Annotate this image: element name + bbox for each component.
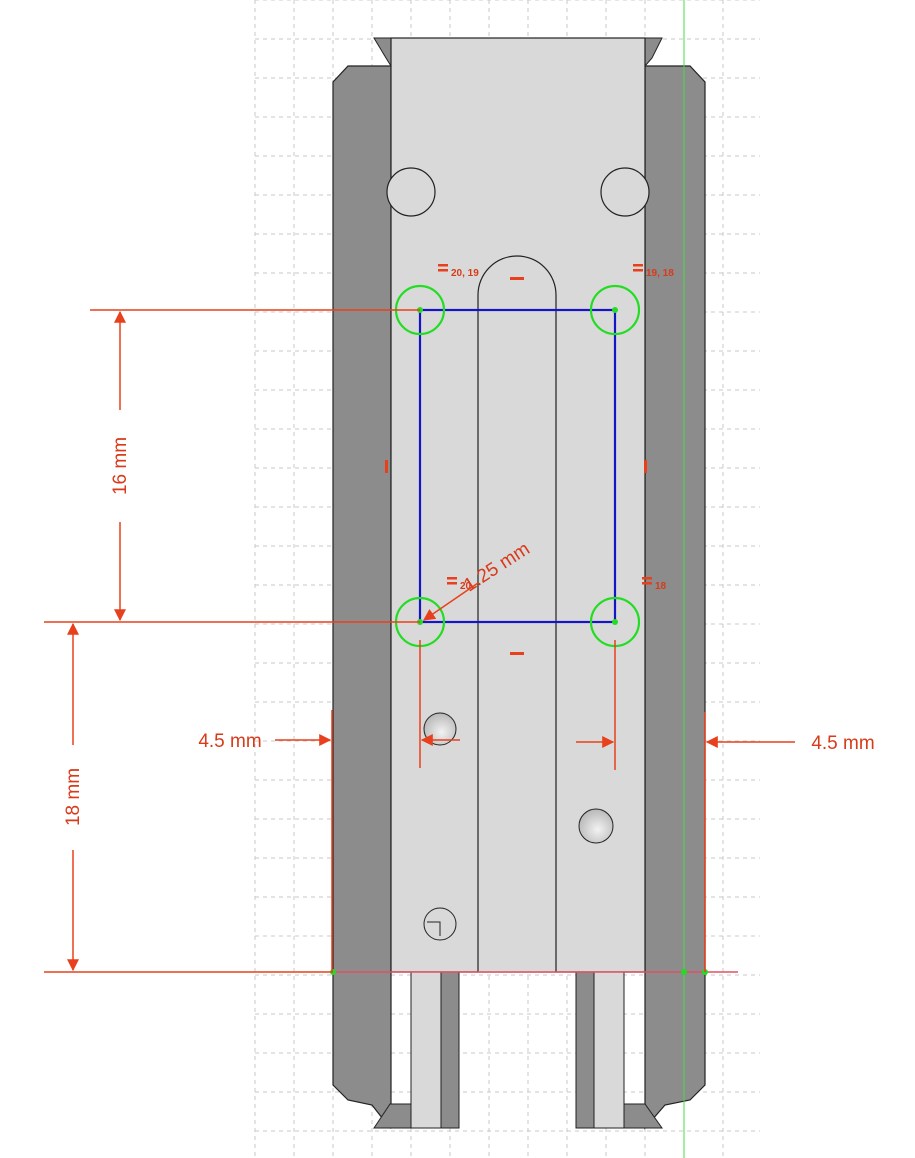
equal-marker-tr-2 bbox=[633, 269, 643, 272]
bottom-prong-left-dark bbox=[440, 971, 460, 1129]
horizontal-marker-bottom bbox=[510, 652, 524, 655]
dim-label-18mm[interactable]: 18 mm bbox=[63, 768, 84, 826]
vertical-marker-left bbox=[385, 460, 388, 473]
equal-marker-tr-1 bbox=[633, 264, 643, 267]
sketch-rectangle[interactable] bbox=[418, 308, 617, 624]
constraint-label-bottom-left: 20 bbox=[460, 581, 472, 592]
dim-label-left-4-5mm[interactable]: 4.5 mm bbox=[198, 731, 261, 752]
corner-point-br[interactable] bbox=[612, 619, 618, 625]
bottom-left-tab bbox=[373, 1103, 412, 1129]
hole-top-right bbox=[600, 167, 650, 217]
constraint-label-top-left: 20, 19 bbox=[451, 268, 479, 279]
top-left-chamfer bbox=[373, 37, 392, 68]
constraint-markers bbox=[385, 264, 652, 655]
bottom-right-tab bbox=[623, 1103, 663, 1129]
hole-mid-right bbox=[578, 808, 614, 844]
equal-marker-bl-2 bbox=[447, 582, 457, 585]
dim-label-16mm[interactable]: 16 mm bbox=[110, 437, 131, 495]
top-right-chamfer bbox=[644, 37, 663, 68]
baseline-point-axis[interactable] bbox=[681, 969, 687, 975]
corner-circle-top-right[interactable] bbox=[589, 284, 641, 336]
equal-marker-br-1 bbox=[642, 577, 652, 580]
sketch-rect-outline[interactable] bbox=[418, 308, 617, 624]
hole-lower-left-mark bbox=[427, 921, 441, 936]
equal-marker-tl-1 bbox=[438, 264, 448, 267]
dim-label-right-4-5mm[interactable]: 4.5 mm bbox=[811, 733, 874, 754]
corner-point-tr[interactable] bbox=[612, 307, 618, 313]
equal-marker-bl-1 bbox=[447, 577, 457, 580]
right-rail bbox=[644, 65, 706, 1130]
constraint-label-bottom-right: 18 bbox=[655, 581, 667, 592]
equal-marker-tl-2 bbox=[438, 269, 448, 272]
left-rail bbox=[332, 65, 392, 1129]
dimension-lines[interactable] bbox=[44, 309, 795, 973]
hole-top-left bbox=[386, 167, 436, 217]
bottom-prong-right-dark bbox=[575, 971, 595, 1129]
equal-marker-br-2 bbox=[642, 582, 652, 585]
center-slot bbox=[477, 255, 557, 972]
horizontal-marker-top bbox=[510, 277, 524, 280]
constraint-label-top-right: 19, 18 bbox=[646, 268, 674, 279]
dim-radius-leader[interactable] bbox=[423, 582, 479, 621]
vertical-marker-right bbox=[644, 460, 647, 473]
